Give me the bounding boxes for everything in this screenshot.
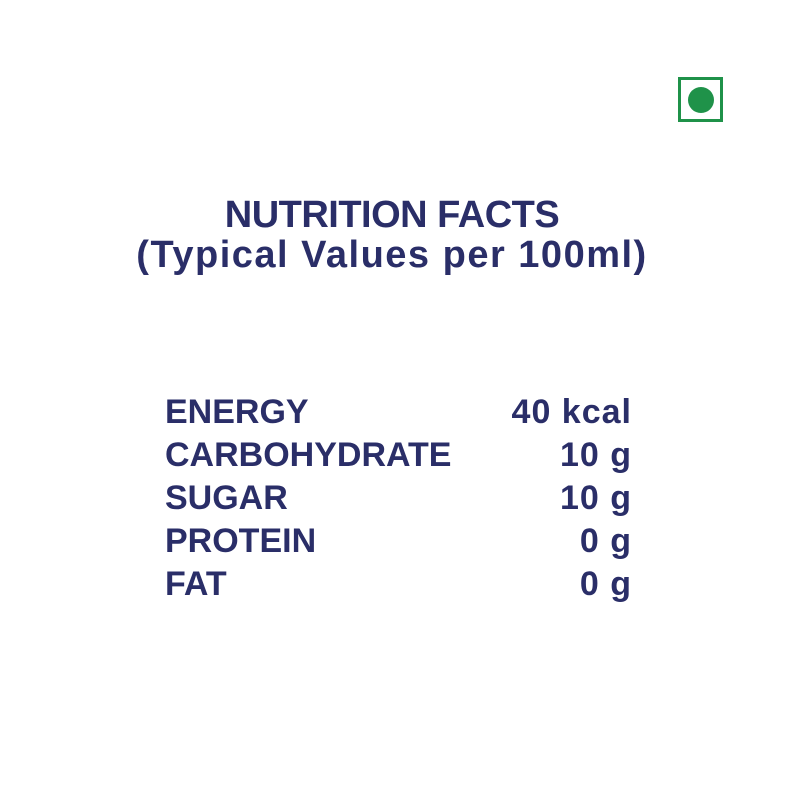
table-row-sugar: SUGAR 10 g <box>165 477 632 520</box>
nutrient-value: 10 g <box>559 479 632 517</box>
table-row-protein: PROTEIN 0 g <box>165 520 632 563</box>
vegetarian-dot-icon <box>687 86 714 113</box>
label-header: NUTRITION FACTS (Typical Values per 100m… <box>0 195 784 275</box>
nutrition-table: ENERGY 40 kcal CARBOHYDRATE 10 g SUGAR 1… <box>165 391 632 606</box>
nutrient-label: FAT <box>165 565 227 603</box>
nutrient-value: 40 kcal <box>511 393 632 431</box>
nutrient-value: 0 g <box>579 522 632 560</box>
nutrient-value: 10 g <box>559 436 632 474</box>
vegetarian-mark-icon <box>678 77 723 122</box>
nutrient-label: CARBOHYDRATE <box>165 436 452 474</box>
nutrient-label: PROTEIN <box>165 522 317 560</box>
table-row-fat: FAT 0 g <box>165 563 632 606</box>
serving-size-subtitle: (Typical Values per 100ml) <box>136 234 648 276</box>
table-row-energy: ENERGY 40 kcal <box>165 391 632 434</box>
nutrient-value: 0 g <box>579 565 632 603</box>
table-row-carbohydrate: CARBOHYDRATE 10 g <box>165 434 632 477</box>
nutrient-label: SUGAR <box>165 479 288 517</box>
nutrient-label: ENERGY <box>165 393 309 431</box>
nutrition-facts-title: NUTRITION FACTS <box>224 194 560 236</box>
